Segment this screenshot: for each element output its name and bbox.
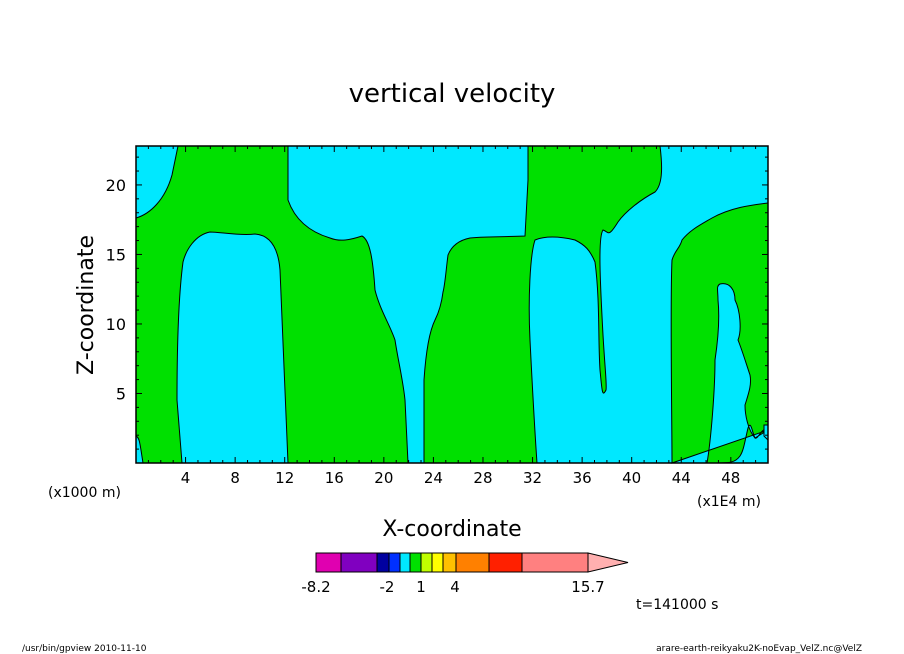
colorbar-label: 4: [450, 578, 460, 596]
colorbar-segment: [388, 552, 401, 573]
y-tick-label: 10: [106, 315, 126, 334]
colorbar-label: -2: [380, 578, 395, 596]
y-tick-label: 20: [106, 176, 126, 195]
colorbar-labels: -8.2 -2 1 4 15.7: [301, 578, 604, 596]
time-label: t=141000 s: [636, 597, 718, 613]
x-tick-label: 8: [230, 469, 240, 487]
x-tick-label: 16: [325, 469, 344, 487]
colorbar-segment: [315, 552, 342, 573]
x-tick-label: 24: [424, 469, 443, 487]
colorbar-extension-arrow: [587, 552, 629, 573]
positive-velocity-regions: [135, 145, 769, 464]
x-tick-label: 40: [622, 469, 641, 487]
colorbar-label: -8.2: [301, 578, 330, 596]
y-tick-label: 5: [116, 384, 126, 403]
footer-right: arare-earth-reikyaku2K-noEvap_VelZ.nc@Ve…: [656, 644, 862, 654]
colorbar-segment: [340, 552, 378, 573]
x-tick-label: 36: [573, 469, 592, 487]
colorbar: [315, 552, 629, 573]
footer-left: /usr/bin/gpview 2010-11-10: [22, 644, 147, 654]
colorbar-segment: [409, 552, 422, 573]
x-tick-label: 32: [523, 469, 542, 487]
colorbar-label: 1: [416, 578, 426, 596]
positive-region: [135, 145, 409, 464]
x-axis-label: X-coordinate: [382, 517, 521, 542]
colorbar-segment: [442, 552, 457, 573]
x-tick-label: 44: [672, 469, 691, 487]
colorbar-label: 15.7: [571, 578, 604, 596]
x-tick-label: 20: [374, 469, 393, 487]
colorbar-segment: [420, 552, 433, 573]
y-tick-label: 15: [106, 245, 126, 264]
x-unit-left: (x1000 m): [48, 485, 121, 501]
colorbar-segment: [376, 552, 390, 573]
plot-frame: [135, 145, 769, 464]
y-axis-label: Z-coordinate: [74, 235, 99, 375]
x-tick-label: 48: [721, 469, 740, 487]
chart-title: vertical velocity: [349, 79, 556, 109]
x-unit-right: (x1E4 m): [697, 494, 761, 510]
colorbar-segment: [521, 552, 589, 573]
x-tick-label: 28: [473, 469, 492, 487]
colorbar-segment: [455, 552, 490, 573]
colorbar-segment: [431, 552, 444, 573]
positive-region: [423, 145, 663, 464]
x-tick-label: 4: [181, 469, 191, 487]
x-tick-label: 12: [275, 469, 294, 487]
colorbar-segment: [488, 552, 523, 573]
colorbar-segment: [399, 552, 411, 573]
